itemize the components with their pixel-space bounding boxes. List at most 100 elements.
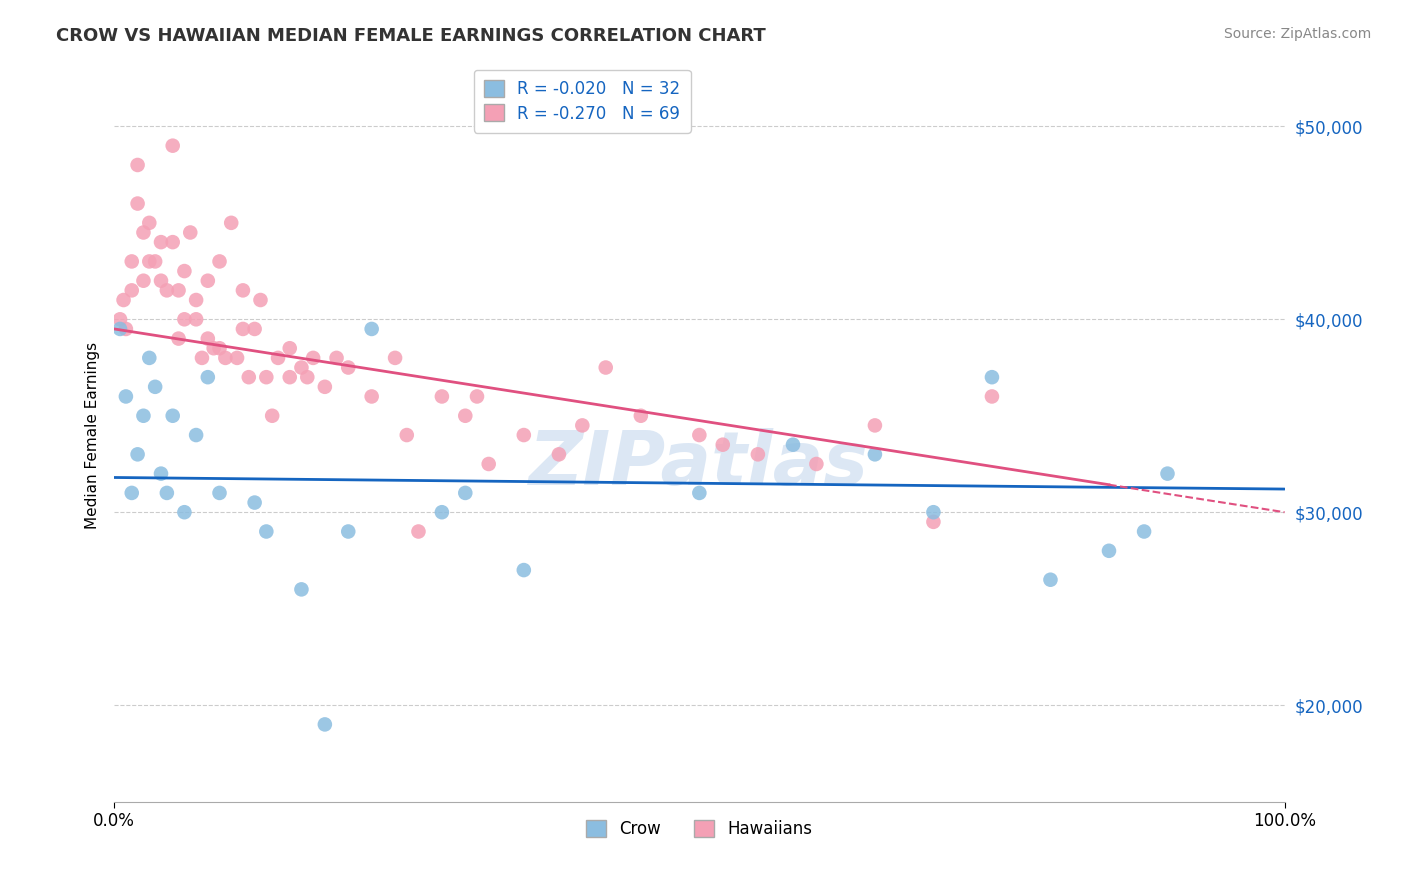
Point xyxy=(150,274,173,288)
Point xyxy=(571,418,593,433)
Point xyxy=(156,486,179,500)
Point xyxy=(290,360,312,375)
Point xyxy=(243,495,266,509)
Point xyxy=(143,380,166,394)
Text: ZIPatlas: ZIPatlas xyxy=(530,428,869,501)
Point xyxy=(219,216,242,230)
Point xyxy=(454,486,477,500)
Point xyxy=(115,322,138,336)
Point xyxy=(337,360,360,375)
Point xyxy=(981,389,1004,403)
Point xyxy=(121,254,143,268)
Point xyxy=(238,370,260,384)
Point xyxy=(782,438,804,452)
Point xyxy=(208,341,231,355)
Point xyxy=(267,351,290,365)
Point xyxy=(711,438,734,452)
Point xyxy=(197,370,219,384)
Point xyxy=(226,351,249,365)
Point xyxy=(747,447,769,461)
Point xyxy=(249,293,271,307)
Point xyxy=(863,447,886,461)
Point xyxy=(232,284,254,298)
Point xyxy=(150,467,173,481)
Point xyxy=(454,409,477,423)
Point xyxy=(173,312,195,326)
Point xyxy=(513,563,536,577)
Point xyxy=(922,515,945,529)
Point xyxy=(360,389,382,403)
Legend: Crow, Hawaiians: Crow, Hawaiians xyxy=(579,813,820,845)
Point xyxy=(138,216,160,230)
Point xyxy=(297,370,319,384)
Point xyxy=(1133,524,1156,539)
Y-axis label: Median Female Earnings: Median Female Earnings xyxy=(86,342,100,529)
Point xyxy=(127,196,149,211)
Point xyxy=(108,322,131,336)
Point xyxy=(208,486,231,500)
Text: Source: ZipAtlas.com: Source: ZipAtlas.com xyxy=(1223,27,1371,41)
Point xyxy=(981,370,1004,384)
Point xyxy=(314,380,336,394)
Point xyxy=(108,312,131,326)
Point xyxy=(167,284,190,298)
Point xyxy=(191,351,214,365)
Point xyxy=(360,322,382,336)
Point xyxy=(478,457,501,471)
Point xyxy=(806,457,828,471)
Point xyxy=(162,235,184,249)
Point xyxy=(384,351,406,365)
Point xyxy=(314,717,336,731)
Point xyxy=(465,389,488,403)
Point xyxy=(115,389,138,403)
Point xyxy=(179,226,201,240)
Point xyxy=(513,428,536,442)
Point xyxy=(262,409,284,423)
Point xyxy=(167,332,190,346)
Point xyxy=(132,409,155,423)
Point xyxy=(138,351,160,365)
Point xyxy=(232,322,254,336)
Point xyxy=(162,409,184,423)
Point xyxy=(688,428,710,442)
Point xyxy=(278,370,301,384)
Point xyxy=(922,505,945,519)
Point xyxy=(173,264,195,278)
Point xyxy=(1156,467,1178,481)
Point xyxy=(121,284,143,298)
Point xyxy=(132,274,155,288)
Point xyxy=(290,582,312,597)
Point xyxy=(208,254,231,268)
Point xyxy=(1039,573,1062,587)
Point xyxy=(197,274,219,288)
Point xyxy=(202,341,225,355)
Point xyxy=(132,226,155,240)
Point xyxy=(595,360,617,375)
Point xyxy=(214,351,236,365)
Point xyxy=(1098,543,1121,558)
Point xyxy=(127,447,149,461)
Point xyxy=(408,524,430,539)
Point xyxy=(278,341,301,355)
Point xyxy=(243,322,266,336)
Point xyxy=(162,138,184,153)
Point xyxy=(395,428,418,442)
Point xyxy=(121,486,143,500)
Point xyxy=(688,486,710,500)
Point xyxy=(112,293,135,307)
Point xyxy=(630,409,652,423)
Point xyxy=(337,524,360,539)
Point xyxy=(184,293,207,307)
Point xyxy=(430,389,453,403)
Point xyxy=(184,428,207,442)
Point xyxy=(254,524,277,539)
Point xyxy=(173,505,195,519)
Point xyxy=(430,505,453,519)
Point xyxy=(548,447,571,461)
Point xyxy=(197,332,219,346)
Point xyxy=(302,351,325,365)
Point xyxy=(143,254,166,268)
Point xyxy=(138,254,160,268)
Point xyxy=(127,158,149,172)
Point xyxy=(156,284,179,298)
